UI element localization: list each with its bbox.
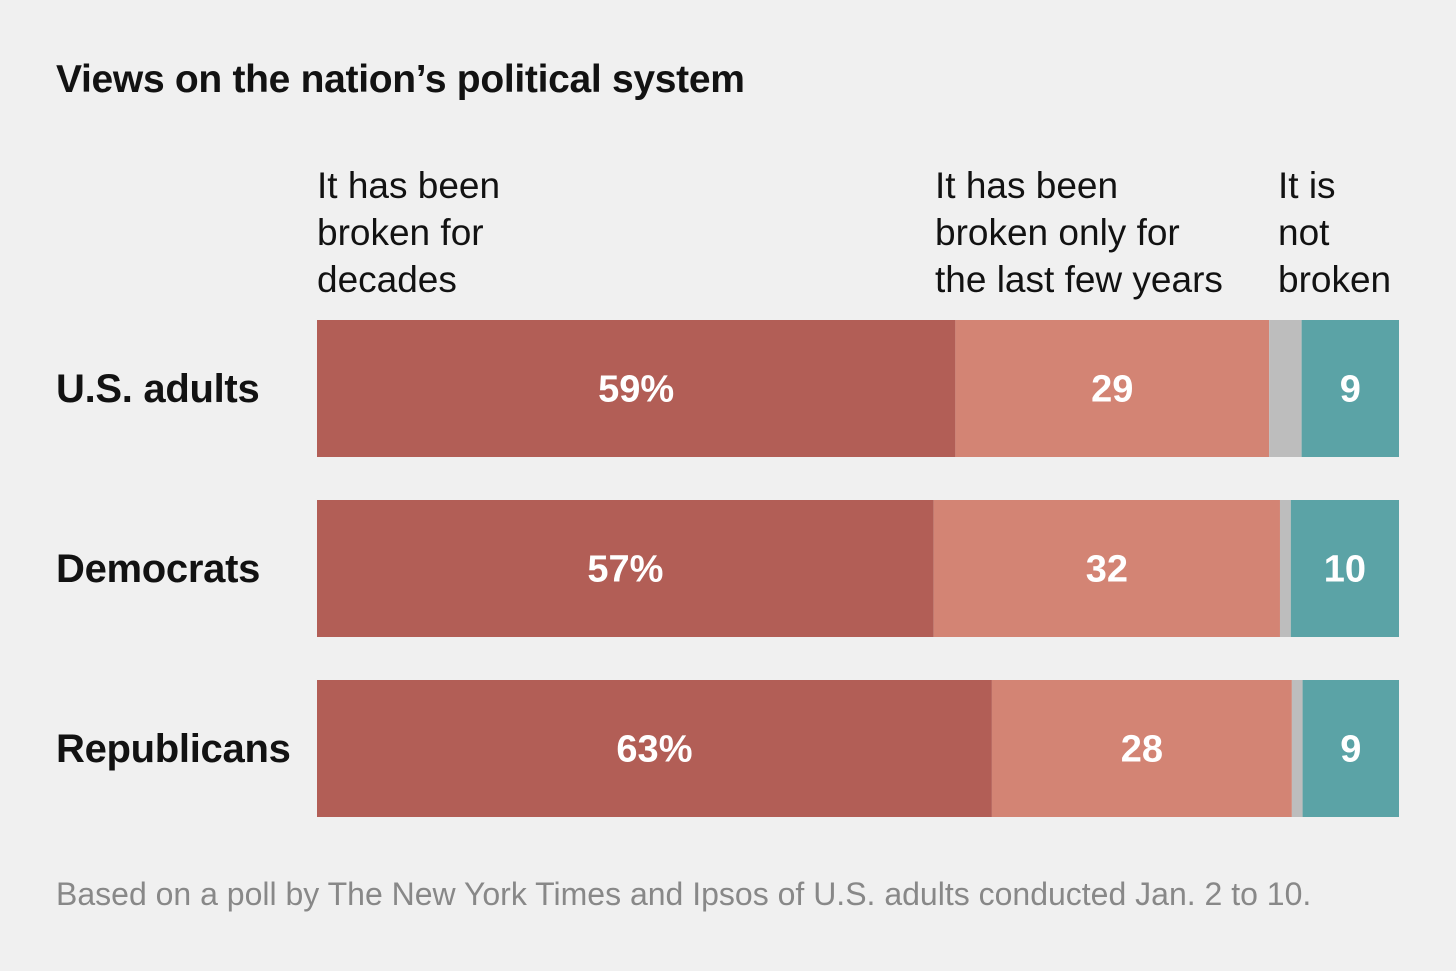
bar-value-label-democrats-0: 57% xyxy=(587,549,663,591)
bar-value-label-republicans-3: 9 xyxy=(1340,729,1361,771)
legend-label-decades: It has been broken for decades xyxy=(317,165,501,300)
bar-segment-democrats-0 xyxy=(317,500,934,637)
bar-segment-u-s-adults-0 xyxy=(317,320,956,457)
legend-label-not-broken: It is not broken xyxy=(1278,165,1392,300)
bar-value-label-democrats-3: 10 xyxy=(1324,549,1366,591)
chart-title: Views on the nation’s political system xyxy=(56,58,745,101)
bar-segment-u-s-adults-1 xyxy=(955,320,1270,457)
row-label-republicans: Republicans xyxy=(56,727,291,771)
bar-segment-republicans-2 xyxy=(1291,680,1303,817)
bar-segment-democrats-1 xyxy=(933,500,1280,637)
bar-value-label-democrats-1: 32 xyxy=(1086,549,1128,591)
bar-segment-republicans-1 xyxy=(991,680,1292,817)
bar-segment-republicans-3 xyxy=(1302,680,1399,817)
bar-value-label-u-s-adults-3: 9 xyxy=(1340,369,1361,411)
row-label-democrats: Democrats xyxy=(56,547,261,591)
row-label-us-adults: U.S. adults xyxy=(56,367,260,411)
bar-segment-u-s-adults-2 xyxy=(1269,320,1302,457)
bar-segment-u-s-adults-3 xyxy=(1301,320,1399,457)
bar-value-label-republicans-1: 28 xyxy=(1121,729,1163,771)
bar-segment-democrats-2 xyxy=(1279,500,1291,637)
bar-value-label-u-s-adults-0: 59% xyxy=(598,369,674,411)
bar-segment-republicans-0 xyxy=(317,680,992,817)
bar-segment-democrats-3 xyxy=(1290,500,1399,637)
source-note: Based on a poll by The New York Times an… xyxy=(56,876,1312,912)
legend-label-few-years: It has been broken only for the last few… xyxy=(935,165,1223,300)
bar-value-label-republicans-0: 63% xyxy=(616,729,692,771)
bar-value-label-u-s-adults-1: 29 xyxy=(1091,369,1133,411)
